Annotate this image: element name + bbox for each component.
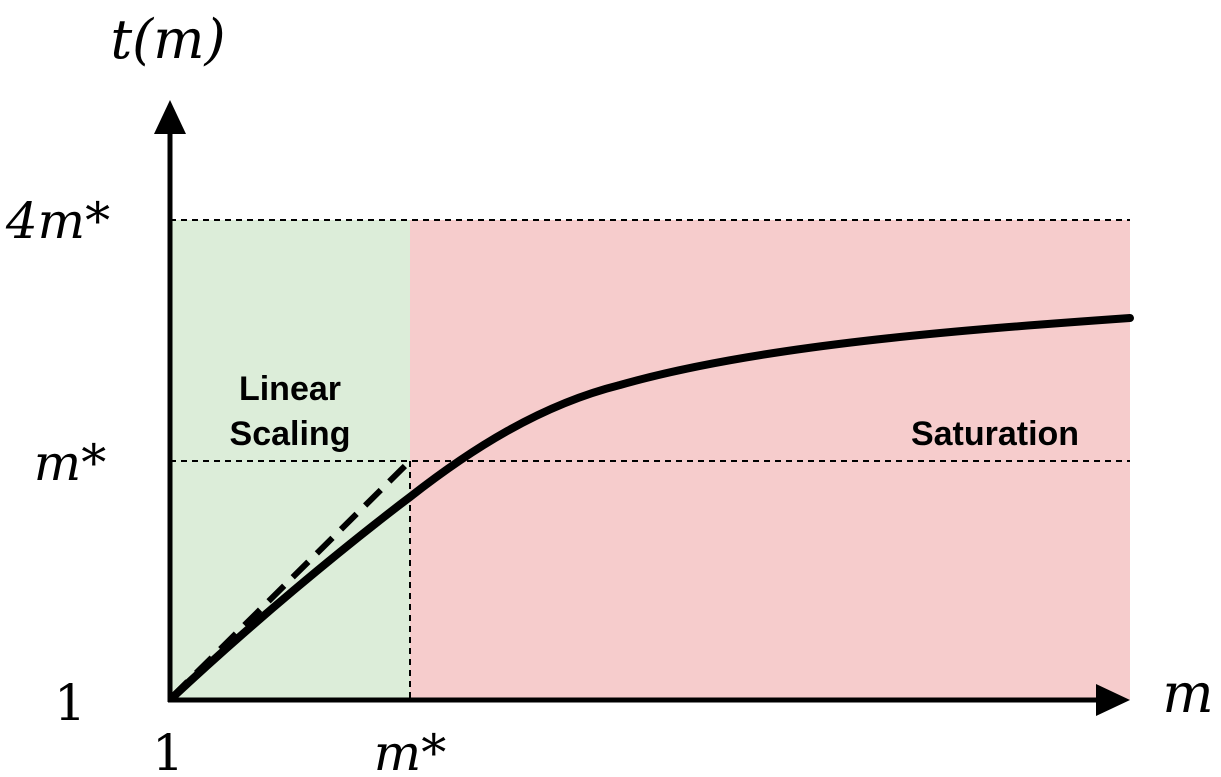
x-tick-m-star: m* — [374, 724, 446, 777]
y-tick-4m-star: 4m* — [5, 192, 110, 250]
x-tick-1: 1 — [152, 724, 184, 777]
scaling-curve — [168, 314, 1134, 702]
linear-region-label-line2: Scaling — [230, 415, 351, 453]
y-tick-m-star: m* — [34, 434, 106, 492]
y-axis-arrow — [154, 100, 186, 134]
y-tick-1: 1 — [54, 674, 86, 732]
linear-region-label-line1: Linear — [239, 370, 341, 408]
x-axis-arrow — [1096, 684, 1130, 716]
x-axis-label: m — [1162, 662, 1213, 725]
saturation-region-label: Saturation — [911, 415, 1079, 453]
y-axis-label: t(m) — [110, 8, 225, 71]
